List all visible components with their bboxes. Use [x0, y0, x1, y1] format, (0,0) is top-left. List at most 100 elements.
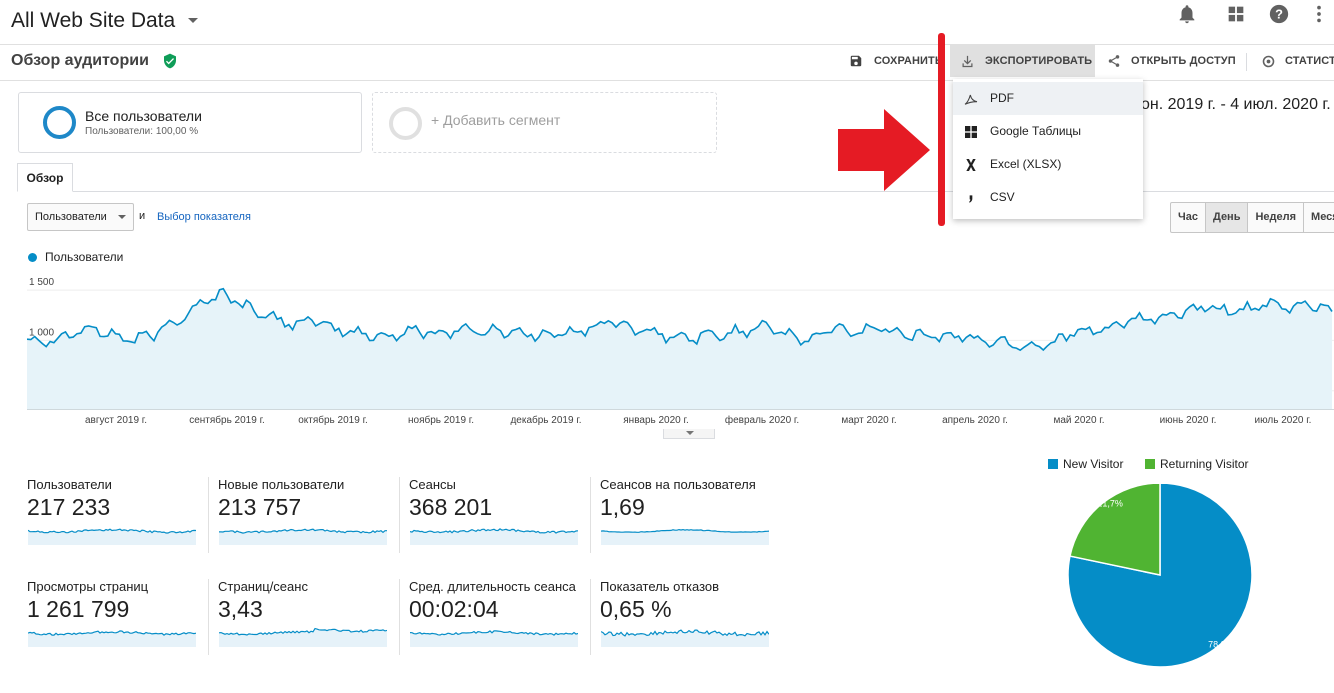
- chart-collapse-toggle[interactable]: [663, 429, 715, 439]
- verified-shield-icon: [164, 53, 176, 69]
- x-tick-label: март 2020 г.: [841, 415, 896, 426]
- period-hour[interactable]: Час: [1171, 203, 1206, 232]
- export-dropdown: PDF Google Таблицы Excel (XLSX) CSV: [953, 79, 1143, 219]
- pie-slice: [1069, 484, 1161, 576]
- tab-overview[interactable]: Обзор: [17, 163, 73, 192]
- pie-slice-label: 78,3%: [1208, 639, 1234, 649]
- sheets-icon: [965, 126, 977, 138]
- tile-divider: [399, 579, 400, 655]
- save-button[interactable]: СОХРАНИТЬ: [849, 45, 944, 77]
- chart-legend-label: Пользователи: [45, 250, 124, 264]
- metric-value: 1,69: [600, 494, 645, 520]
- apps-grid-icon[interactable]: [1225, 3, 1247, 25]
- export-pdf[interactable]: PDF: [953, 82, 1143, 115]
- sparkline-line: [28, 630, 196, 636]
- x-tick-label: сентябрь 2019 г.: [189, 414, 265, 426]
- metric-tile[interactable]: Просмотры страниц 1 261 799: [27, 579, 212, 654]
- pie-legend-new: New Visitor: [1063, 457, 1124, 471]
- metric-value: 217 233: [27, 494, 111, 520]
- legend-swatch: [28, 253, 37, 262]
- metric-label: Сеансов на пользователя: [600, 477, 756, 492]
- insights-button[interactable]: СТАТИСТ: [1261, 45, 1334, 77]
- export-button[interactable]: ЭКСПОРТИРОВАТЬ: [950, 45, 1095, 77]
- sparkline: [410, 630, 578, 647]
- metric-label: Сеансы: [409, 477, 456, 492]
- metric-tile[interactable]: Сеансов на пользователя 1,69: [600, 477, 785, 552]
- share-icon: [1108, 55, 1120, 67]
- x-tick-label: декабрь 2019 г.: [510, 414, 581, 426]
- csv-icon: [969, 195, 973, 203]
- sparkline-line: [601, 629, 769, 637]
- period-day[interactable]: День: [1205, 203, 1249, 232]
- export-google-sheets[interactable]: Google Таблицы: [953, 115, 1143, 148]
- property-selector[interactable]: All Web Site Data: [11, 9, 176, 32]
- add-segment-button[interactable]: + Добавить сегмент: [372, 92, 717, 153]
- metric-value: 213 757: [218, 494, 302, 520]
- sparkline-area: [601, 529, 769, 545]
- metric-label: Показатель отказов: [600, 579, 720, 594]
- tile-divider: [590, 477, 591, 553]
- x-tick-label: ноябрь 2019 г.: [408, 414, 474, 426]
- sparkline: [601, 629, 769, 647]
- sparkline-area: [28, 529, 196, 545]
- sparkline: [219, 627, 387, 647]
- save-icon: [850, 55, 862, 67]
- metric-tile[interactable]: Новые пользователи 213 757: [218, 477, 403, 552]
- sparkline-line: [410, 528, 578, 534]
- x-tick-label: январь 2020 г.: [623, 415, 688, 426]
- red-arrow-annotation: [838, 109, 930, 191]
- chevron-down-icon[interactable]: [188, 18, 198, 23]
- metric-tile[interactable]: Страниц/сеанс 3,43: [218, 579, 403, 654]
- tab-divider: [17, 191, 1334, 192]
- metric-label: Сред. длительность сеанса: [409, 579, 576, 594]
- sparkline-line: [410, 630, 578, 636]
- series-area: [27, 288, 1332, 409]
- red-bar-annotation: [938, 33, 945, 226]
- period-month[interactable]: Меся: [1311, 211, 1334, 223]
- toolbar-divider: [1246, 53, 1247, 71]
- date-range-picker[interactable]: он. 2019 г. - 4 июл. 2020 г.: [1141, 96, 1331, 113]
- x-tick-label: май 2020 г.: [1053, 415, 1104, 426]
- x-tick-label: июль 2020 г.: [1255, 415, 1312, 426]
- export-excel[interactable]: Excel (XLSX): [953, 148, 1143, 181]
- sparkline-line: [601, 528, 769, 533]
- share-button[interactable]: ОТКРЫТЬ ДОСТУП: [1107, 45, 1237, 77]
- tile-divider: [590, 579, 591, 655]
- pie-legend-returning: Returning Visitor: [1160, 457, 1249, 471]
- segment-all-users[interactable]: Все пользователи Пользователи: 100,00 %: [18, 92, 362, 153]
- metric-label: Новые пользователи: [218, 477, 345, 492]
- legend-swatch: [1145, 459, 1155, 469]
- more-vert-icon[interactable]: [1308, 3, 1330, 25]
- metric-tile[interactable]: Сеансы 368 201: [409, 477, 594, 552]
- metric-tile[interactable]: Показатель отказов 0,65 %: [600, 579, 785, 654]
- metric-label: Просмотры страниц: [27, 579, 149, 594]
- sparkline: [601, 528, 769, 545]
- sparkline-line: [28, 528, 196, 534]
- series-line-users: [27, 287, 1333, 352]
- report-header: Обзор аудитории СОХРАНИТЬ ЭКСПОРТИРОВАТЬ…: [0, 45, 1334, 81]
- help-icon[interactable]: ?: [1268, 3, 1290, 25]
- metric-tile[interactable]: Пользователи 217 233: [27, 477, 212, 552]
- x-tick-label: апрель 2020 г.: [942, 415, 1008, 426]
- export-csv[interactable]: CSV: [953, 181, 1143, 214]
- excel-icon: [966, 159, 976, 171]
- metric-value: 368 201: [409, 494, 493, 520]
- sparkline: [410, 528, 578, 545]
- metric-label: Страниц/сеанс: [218, 579, 308, 594]
- sparkline-area: [28, 630, 196, 647]
- insights-icon: [1262, 55, 1275, 68]
- metric-value: 0,65 %: [600, 596, 672, 622]
- download-icon: [962, 55, 973, 68]
- metric-select[interactable]: Пользователи: [27, 203, 134, 231]
- y-tick-label: 1 000: [29, 327, 54, 338]
- metric-label: Пользователи: [27, 477, 112, 492]
- page-title: Обзор аудитории: [11, 52, 149, 69]
- visitor-pie-chart[interactable]: 78,3% 21,7%: [1060, 484, 1260, 684]
- metric-tile[interactable]: Сред. длительность сеанса 00:02:04: [409, 579, 594, 654]
- choose-metric-link[interactable]: Выбор показателя: [157, 211, 251, 223]
- svg-text:?: ?: [1275, 7, 1283, 22]
- period-week[interactable]: Неделя: [1248, 203, 1305, 232]
- bell-icon[interactable]: [1176, 3, 1198, 25]
- segment-placeholder-icon: [389, 107, 422, 140]
